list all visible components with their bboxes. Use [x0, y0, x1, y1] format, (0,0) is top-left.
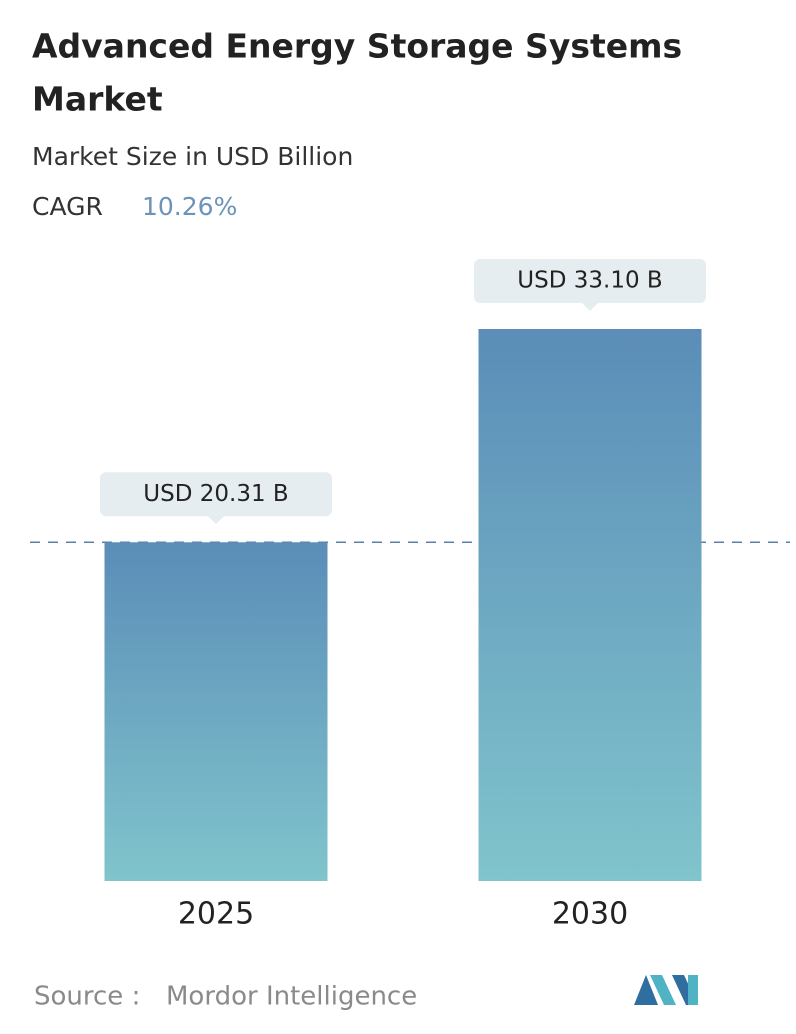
cagr-label: CAGR [32, 192, 103, 221]
bar [478, 329, 702, 881]
chart-title: Advanced Energy Storage Systems [32, 27, 682, 66]
source: Mordor Intelligence [166, 982, 417, 1012]
source-label: Source : [34, 982, 140, 1012]
chart-title: Market [32, 80, 163, 119]
bar [104, 542, 328, 881]
callout [474, 259, 706, 311]
x-tick-label: 2030 [552, 897, 628, 932]
value-label: USD 33.10 B [517, 268, 662, 294]
subtitle: Market Size in USD Billion [32, 142, 353, 171]
logo [634, 975, 698, 1005]
callout [100, 472, 332, 525]
x-tick-label: 2025 [178, 897, 254, 932]
cagr-value: 10.26% [142, 192, 237, 221]
value-label: USD 20.31 B [143, 481, 288, 507]
